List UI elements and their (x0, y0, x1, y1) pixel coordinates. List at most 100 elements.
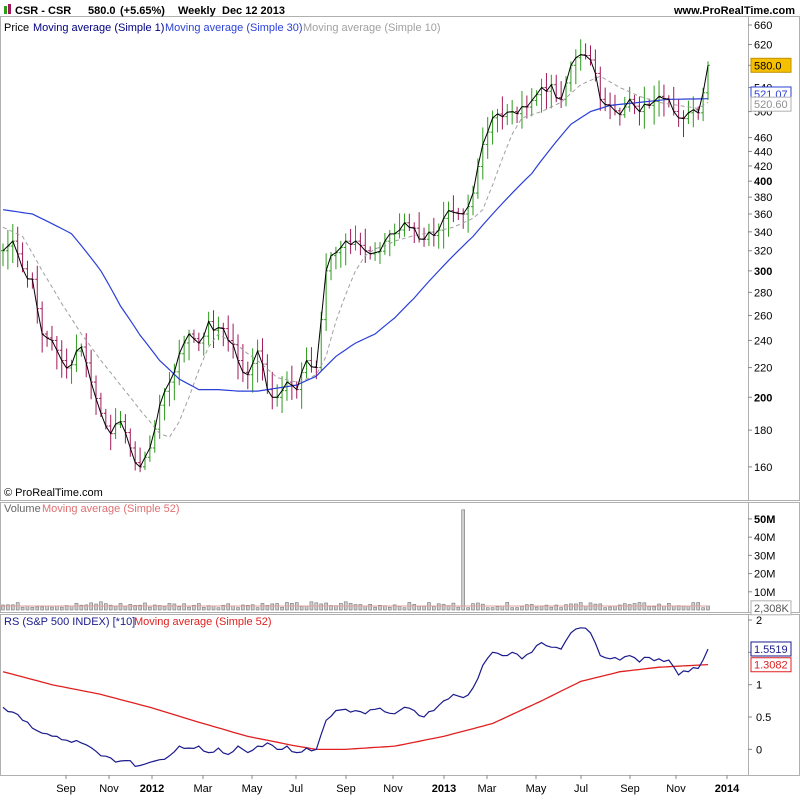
volume-bar (10, 604, 15, 611)
volume-bar (622, 603, 627, 611)
volume-bar (94, 603, 98, 611)
time-tick-label: May (242, 783, 263, 795)
price-legend-label: Price (4, 22, 29, 34)
volume-bar (657, 603, 661, 611)
volume-bar (510, 607, 514, 611)
panel-frame-2 (0, 614, 800, 776)
volume-bar (583, 605, 588, 611)
volume-bar (79, 604, 84, 611)
volume-bar (192, 604, 196, 611)
volume-bar (299, 606, 304, 611)
volume-bar (353, 604, 358, 611)
volume-bar (387, 606, 392, 611)
symbol-title: CSR - CSR (15, 5, 71, 17)
price-tick-label: 320 (754, 246, 772, 258)
rs-series (2, 627, 709, 768)
price-series (1, 39, 710, 473)
volume-bar (123, 606, 128, 611)
time-tick-label: 2014 (715, 783, 740, 795)
rs-tag-box (750, 641, 792, 657)
volume-bar (544, 604, 549, 611)
volume-bar (30, 606, 35, 611)
price-tick-label: 660 (754, 20, 772, 32)
period-label: Weekly (178, 5, 217, 17)
volume-bar (69, 605, 74, 611)
time-tick-label: Jul (289, 783, 303, 795)
time-tick-label: 2013 (432, 783, 456, 795)
volume-tag-box (750, 600, 792, 616)
volume-bar (226, 603, 231, 611)
volume-bar (647, 606, 652, 611)
volume-bar (632, 603, 637, 611)
volume-bar (6, 604, 10, 611)
price-tick-label: 620 (754, 39, 772, 51)
volume-tick-label: 40M (754, 532, 775, 544)
volume-bar (608, 606, 612, 611)
volume-bar (402, 607, 407, 611)
volume-bar (319, 603, 324, 611)
last-price-tag-box (750, 57, 792, 73)
volume-bar (598, 603, 603, 611)
volume-bar (118, 603, 123, 611)
last-price: 580.0 (88, 5, 116, 17)
price-tick-label: 400 (754, 176, 772, 188)
price-tick-label: 360 (754, 209, 772, 221)
volume-bar (671, 605, 676, 611)
volume-bar (490, 607, 495, 611)
volume-bar (201, 607, 206, 611)
time-tick-label: Mar (478, 783, 497, 795)
price-tick-label: 260 (754, 310, 772, 322)
volume-bar (280, 606, 284, 611)
volume-bar (304, 605, 309, 611)
time-tick-label: Sep (56, 783, 76, 795)
volume-bar (1, 604, 5, 611)
price-tick-label: 240 (754, 335, 772, 347)
volume-bar (564, 604, 568, 611)
volume-bar (461, 509, 466, 611)
volume-bar (50, 606, 54, 611)
volume-bar (554, 604, 559, 611)
volume-bar (525, 604, 529, 611)
volume-bar (495, 606, 500, 611)
volume-bar (392, 604, 397, 611)
copyright: © ProRealTime.com (4, 487, 103, 499)
volume-bar (55, 605, 59, 611)
time-axis: Sep Nov 2012 Mar May Jul Sep Nov 2013 Mar May Jul Se… (56, 775, 740, 795)
volume-bar (422, 606, 426, 611)
rs-ma-tag-box (750, 657, 792, 673)
volume-bar (20, 606, 25, 611)
rs-ma-line (2, 663, 709, 751)
ma10-line (2, 75, 709, 438)
volume-bar (177, 606, 182, 611)
volume-bar (265, 605, 270, 611)
volume-bar (157, 605, 162, 611)
ma30-line (2, 98, 709, 392)
volume-tick-label: 10M (754, 587, 775, 599)
volume-bar (250, 604, 255, 611)
volume-bar (480, 603, 485, 611)
volume-bar (603, 607, 607, 611)
time-tick-label: Nov (383, 783, 403, 795)
volume-bar (84, 604, 89, 611)
date-label: Dec 12 2013 (222, 5, 285, 17)
volume-bar (593, 603, 598, 611)
volume-bar (515, 607, 519, 611)
volume-tick-label: 20M (754, 569, 775, 581)
ma10-tag: 520.60 (754, 99, 788, 111)
volume-bar (588, 602, 593, 611)
volume-bar (143, 602, 147, 611)
volume-tick-label: 50M (754, 514, 775, 526)
volume-bars (0, 509, 710, 611)
volume-bar (74, 602, 79, 611)
rs-axis: 21.510.50 (748, 615, 771, 756)
volume-bar (172, 603, 177, 611)
volume-bar (113, 606, 118, 611)
volume-bar (681, 606, 686, 611)
site-link[interactable]: www.ProRealTime.com (673, 5, 795, 17)
volume-bar (368, 603, 372, 611)
time-tick-label: 2012 (140, 783, 164, 795)
rs-tick-label: 0 (756, 744, 762, 756)
price-tick-label: 180 (754, 425, 772, 437)
